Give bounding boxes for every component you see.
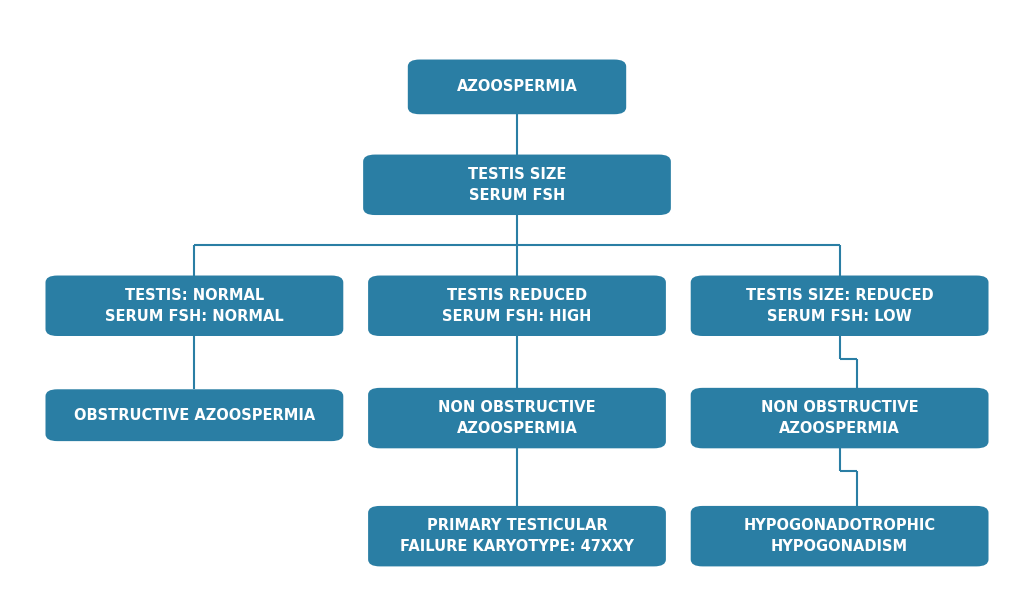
Text: PRIMARY TESTICULAR
FAILURE KARYOTYPE: 47XXY: PRIMARY TESTICULAR FAILURE KARYOTYPE: 47… <box>400 518 634 554</box>
FancyBboxPatch shape <box>363 155 671 215</box>
FancyBboxPatch shape <box>368 275 666 336</box>
Text: NON OBSTRUCTIVE
AZOOSPERMIA: NON OBSTRUCTIVE AZOOSPERMIA <box>761 400 918 436</box>
Text: TESTIS: NORMAL
SERUM FSH: NORMAL: TESTIS: NORMAL SERUM FSH: NORMAL <box>105 288 283 324</box>
FancyBboxPatch shape <box>45 275 343 336</box>
FancyBboxPatch shape <box>691 506 989 566</box>
FancyBboxPatch shape <box>368 388 666 448</box>
FancyBboxPatch shape <box>691 388 989 448</box>
Text: NON OBSTRUCTIVE
AZOOSPERMIA: NON OBSTRUCTIVE AZOOSPERMIA <box>438 400 596 436</box>
FancyBboxPatch shape <box>691 275 989 336</box>
Text: OBSTRUCTIVE AZOOSPERMIA: OBSTRUCTIVE AZOOSPERMIA <box>73 408 315 422</box>
FancyBboxPatch shape <box>407 59 627 114</box>
FancyBboxPatch shape <box>368 506 666 566</box>
Text: AZOOSPERMIA: AZOOSPERMIA <box>457 79 577 94</box>
Text: TESTIS REDUCED
SERUM FSH: HIGH: TESTIS REDUCED SERUM FSH: HIGH <box>443 288 591 324</box>
FancyBboxPatch shape <box>45 389 343 441</box>
Text: TESTIS SIZE: REDUCED
SERUM FSH: LOW: TESTIS SIZE: REDUCED SERUM FSH: LOW <box>746 288 934 324</box>
Text: HYPOGONADOTROPHIC
HYPOGONADISM: HYPOGONADOTROPHIC HYPOGONADISM <box>743 518 936 554</box>
Text: TESTIS SIZE
SERUM FSH: TESTIS SIZE SERUM FSH <box>467 167 567 203</box>
